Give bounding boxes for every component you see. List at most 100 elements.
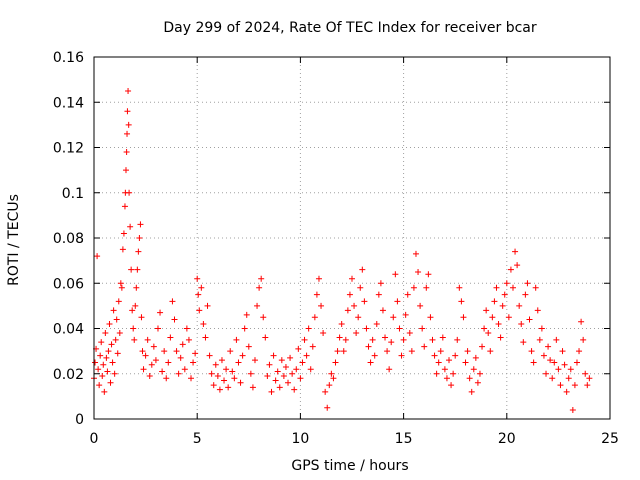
data-point	[357, 284, 364, 291]
data-point	[344, 307, 351, 314]
data-point	[563, 388, 570, 395]
data-point	[503, 280, 510, 287]
data-point	[534, 307, 541, 314]
data-point	[287, 354, 294, 361]
data-point	[458, 298, 465, 305]
data-point	[140, 366, 147, 373]
data-point	[569, 406, 576, 413]
data-point	[342, 336, 349, 343]
data-point	[117, 280, 124, 287]
data-point	[379, 307, 386, 314]
data-point	[152, 357, 159, 364]
data-point	[441, 366, 448, 373]
data-point	[134, 266, 141, 273]
data-point	[206, 352, 213, 359]
data-point	[92, 359, 99, 366]
data-point	[400, 336, 407, 343]
data-point	[524, 280, 531, 287]
data-point	[355, 314, 362, 321]
data-point	[435, 359, 442, 366]
data-point	[320, 330, 327, 337]
data-point	[545, 343, 552, 350]
data-point	[154, 325, 161, 332]
data-point	[388, 339, 395, 346]
data-point	[530, 359, 537, 366]
data-point	[254, 302, 261, 309]
data-point	[369, 336, 376, 343]
data-point	[518, 320, 525, 327]
data-point	[384, 348, 391, 355]
data-point	[274, 368, 281, 375]
data-point	[260, 314, 267, 321]
data-point	[365, 343, 372, 350]
data-point	[131, 336, 138, 343]
data-point	[179, 341, 186, 348]
data-point	[202, 334, 209, 341]
data-point	[394, 298, 401, 305]
data-point	[377, 280, 384, 287]
y-tick-label: 0.08	[53, 231, 84, 247]
data-point	[557, 382, 564, 389]
x-tick-label: 20	[498, 431, 516, 447]
data-point	[105, 348, 112, 355]
data-point	[396, 325, 403, 332]
data-point	[245, 343, 252, 350]
data-point	[425, 271, 432, 278]
data-point	[216, 386, 223, 393]
data-point	[136, 235, 143, 241]
data-point	[198, 284, 205, 291]
data-point	[116, 330, 123, 337]
data-point	[123, 149, 130, 156]
data-point	[190, 359, 197, 366]
data-point	[586, 375, 593, 382]
data-point	[483, 307, 490, 314]
data-point	[338, 320, 345, 327]
data-point	[382, 334, 389, 341]
data-point	[122, 167, 129, 174]
data-point	[299, 359, 306, 366]
data-point	[446, 357, 453, 364]
data-point	[404, 291, 411, 298]
data-point	[157, 309, 164, 316]
data-point	[437, 348, 444, 355]
data-point	[536, 336, 543, 343]
data-point	[476, 370, 483, 377]
data-point	[241, 325, 248, 332]
data-point	[485, 330, 492, 337]
data-point	[280, 373, 287, 380]
data-point	[501, 291, 508, 298]
data-point	[371, 352, 378, 359]
data-point	[256, 284, 263, 291]
data-point	[305, 325, 312, 332]
data-point	[289, 370, 296, 377]
data-point	[439, 334, 446, 341]
x-tick-label: 5	[193, 431, 202, 447]
y-tick-label: 0	[75, 412, 84, 428]
data-point	[103, 354, 110, 361]
data-point	[573, 359, 580, 366]
data-point	[137, 221, 144, 228]
data-point	[118, 284, 125, 291]
data-point	[538, 325, 545, 332]
data-point	[361, 298, 368, 305]
data-point	[98, 339, 105, 346]
data-point	[324, 404, 331, 411]
data-point	[111, 370, 118, 377]
data-point	[493, 284, 500, 291]
data-point	[249, 384, 256, 391]
data-point	[328, 370, 335, 377]
data-point	[135, 248, 142, 255]
data-point	[423, 284, 430, 291]
y-tick-label: 0.1	[62, 186, 84, 202]
data-point	[208, 370, 215, 377]
data-point	[119, 246, 126, 253]
data-point	[278, 357, 285, 364]
data-point	[266, 361, 273, 368]
data-point	[505, 314, 512, 321]
data-point	[192, 350, 199, 357]
x-tick-label: 15	[395, 431, 413, 447]
data-point	[233, 336, 240, 343]
data-point	[443, 375, 450, 382]
data-point	[540, 352, 547, 359]
data-point	[121, 203, 128, 210]
